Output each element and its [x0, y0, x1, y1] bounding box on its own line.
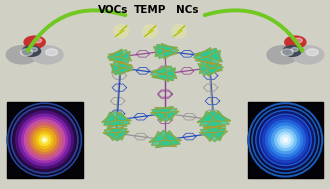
Polygon shape [199, 131, 228, 142]
Polygon shape [117, 61, 133, 75]
Polygon shape [201, 126, 222, 141]
Circle shape [294, 38, 302, 43]
Polygon shape [149, 130, 182, 142]
Polygon shape [108, 50, 132, 61]
Polygon shape [150, 111, 179, 122]
Ellipse shape [280, 134, 291, 146]
Ellipse shape [9, 105, 80, 175]
Text: VOCs: VOCs [98, 5, 128, 15]
Circle shape [34, 38, 42, 43]
Ellipse shape [27, 122, 62, 158]
Text: NCs: NCs [176, 5, 198, 15]
Ellipse shape [18, 113, 71, 166]
Ellipse shape [113, 24, 129, 39]
Ellipse shape [15, 110, 74, 169]
Polygon shape [161, 43, 179, 59]
Polygon shape [108, 49, 124, 64]
Ellipse shape [265, 119, 306, 160]
Ellipse shape [7, 102, 82, 178]
Ellipse shape [250, 105, 321, 175]
Ellipse shape [12, 107, 77, 172]
Ellipse shape [277, 132, 294, 148]
Ellipse shape [142, 24, 158, 39]
Ellipse shape [21, 116, 68, 163]
Ellipse shape [38, 133, 51, 146]
Ellipse shape [274, 129, 297, 151]
Polygon shape [195, 50, 220, 64]
Polygon shape [193, 48, 214, 65]
Ellipse shape [256, 110, 315, 169]
Circle shape [267, 46, 299, 64]
Polygon shape [152, 68, 175, 81]
Circle shape [6, 46, 38, 64]
Polygon shape [104, 127, 124, 141]
Polygon shape [107, 128, 127, 140]
Ellipse shape [43, 138, 46, 141]
Polygon shape [204, 111, 229, 128]
Polygon shape [109, 51, 130, 63]
Polygon shape [155, 45, 178, 57]
Ellipse shape [262, 116, 309, 163]
Polygon shape [200, 62, 222, 74]
Ellipse shape [30, 125, 59, 155]
Polygon shape [197, 110, 231, 122]
Ellipse shape [171, 24, 187, 39]
Circle shape [24, 36, 45, 48]
Ellipse shape [284, 139, 286, 141]
Polygon shape [155, 131, 180, 148]
Polygon shape [152, 107, 173, 122]
Polygon shape [102, 111, 131, 122]
Polygon shape [204, 127, 226, 141]
Ellipse shape [248, 102, 323, 178]
Ellipse shape [259, 113, 312, 166]
Polygon shape [173, 26, 185, 36]
Ellipse shape [32, 128, 57, 152]
Polygon shape [108, 112, 130, 127]
Circle shape [31, 46, 63, 64]
Ellipse shape [35, 131, 54, 149]
Text: TEMP: TEMP [134, 5, 166, 15]
Ellipse shape [41, 136, 49, 144]
Polygon shape [115, 26, 127, 36]
Circle shape [285, 36, 306, 48]
Polygon shape [104, 112, 127, 126]
Polygon shape [200, 111, 226, 127]
Polygon shape [144, 26, 156, 36]
Polygon shape [151, 66, 177, 78]
Polygon shape [206, 60, 223, 76]
Polygon shape [198, 64, 223, 75]
Circle shape [291, 48, 298, 52]
Polygon shape [151, 131, 177, 146]
Circle shape [46, 49, 58, 56]
Ellipse shape [253, 107, 318, 172]
Polygon shape [112, 62, 132, 73]
Polygon shape [194, 48, 222, 62]
Polygon shape [103, 131, 129, 141]
Circle shape [20, 49, 33, 56]
Circle shape [283, 46, 301, 56]
FancyBboxPatch shape [7, 102, 82, 178]
Circle shape [292, 46, 324, 64]
Circle shape [30, 48, 37, 52]
Polygon shape [154, 46, 179, 58]
Polygon shape [150, 65, 169, 82]
Circle shape [22, 46, 41, 56]
Polygon shape [111, 64, 133, 74]
Ellipse shape [24, 119, 65, 161]
Circle shape [281, 49, 293, 56]
Ellipse shape [271, 125, 300, 154]
Ellipse shape [282, 137, 288, 143]
Circle shape [306, 49, 318, 56]
Ellipse shape [268, 122, 303, 157]
Polygon shape [155, 108, 177, 121]
FancyBboxPatch shape [248, 102, 323, 178]
